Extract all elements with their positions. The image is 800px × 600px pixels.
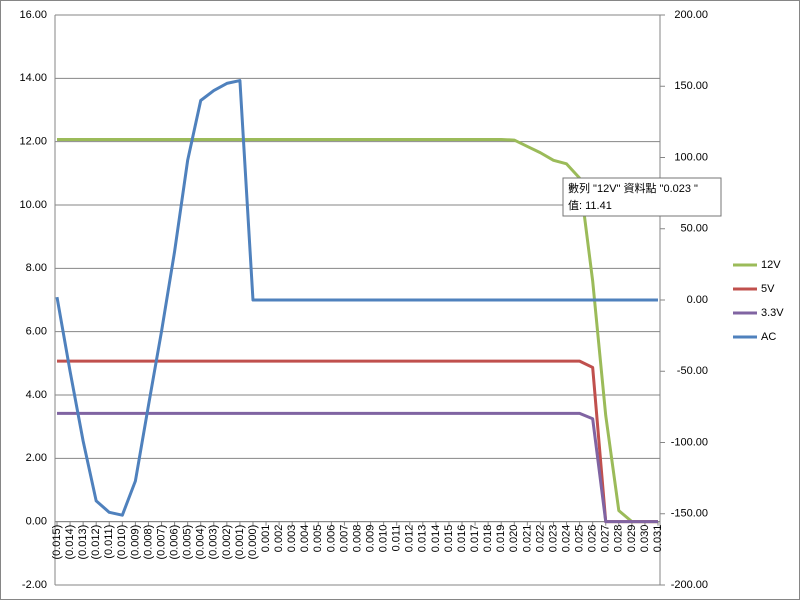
x-tick-label: 0.006: [325, 525, 337, 553]
x-tick-label: (0.013): [77, 525, 89, 560]
x-tick-label: (0.010): [116, 525, 128, 560]
tooltip-text: 數列 "12V" 資料點 "0.023 ": [568, 181, 698, 195]
tooltip-box: [562, 177, 722, 217]
y2-tick-label: -200.00: [671, 579, 708, 591]
x-tick-label: 0.018: [482, 525, 494, 553]
x-tick-label: (0.007): [155, 525, 167, 560]
legend-label: 5V: [761, 283, 775, 295]
x-tick-label: 0.030: [639, 525, 651, 553]
y-tick-label: 6.00: [26, 326, 47, 338]
y-tick-label: 4.00: [26, 389, 47, 401]
y-tick-label: 0.00: [26, 516, 47, 528]
legend-label: 12V: [761, 259, 781, 271]
y2-tick-label: -100.00: [671, 436, 708, 448]
x-tick-label: 0.016: [456, 525, 468, 553]
y-tick-label: 14.00: [19, 72, 47, 84]
series-line: [57, 137, 658, 524]
series-line: [57, 411, 658, 524]
x-tick-label: (0.004): [195, 525, 207, 560]
y-tick-label: 2.00: [26, 452, 47, 464]
x-tick-label: 0.011: [391, 525, 403, 552]
x-tick-label: 0.027: [600, 525, 612, 553]
x-tick-label: 0.002: [273, 525, 285, 553]
x-tick-label: (0.005): [182, 525, 194, 560]
x-tick-label: (0.009): [129, 525, 141, 560]
x-tick-label: 0.021: [521, 525, 533, 553]
x-tick-label: 0.022: [534, 525, 546, 553]
x-tick-label: 0.007: [338, 525, 350, 553]
x-tick-label: 0.004: [299, 525, 311, 553]
x-tick-label: (0.012): [90, 525, 102, 560]
x-tick-label: (0.002): [221, 525, 233, 560]
x-tick-label: 0.029: [626, 525, 638, 553]
y-tick-label: 10.00: [19, 199, 47, 211]
x-tick-label: 0.028: [613, 525, 625, 553]
y2-tick-label: 150.00: [674, 80, 708, 92]
x-tick-label: 0.023: [547, 525, 559, 553]
x-tick-label: 0.012: [404, 525, 416, 553]
x-tick-label: 0.010: [378, 525, 390, 553]
x-tick-label: (0.001): [234, 525, 246, 560]
x-tick-label: 0.025: [574, 525, 586, 553]
x-tick-label: (0.008): [142, 525, 154, 560]
x-tick-label: 0.009: [364, 525, 376, 553]
x-tick-label: 0.031: [652, 525, 664, 553]
x-tick-label: 0.013: [417, 525, 429, 553]
tooltip-text: 值: 11.41: [568, 199, 612, 212]
x-tick-label: 0.019: [495, 525, 507, 553]
y2-tick-label: -150.00: [671, 508, 708, 520]
legend-label: AC: [761, 331, 776, 343]
y2-tick-label: 200.00: [674, 9, 708, 21]
x-tick-label: (0.006): [168, 525, 180, 560]
y2-tick-label: 50.00: [680, 223, 708, 235]
x-tick-label: 0.005: [312, 525, 324, 553]
x-tick-label: 0.017: [469, 525, 481, 553]
x-tick-label: (0.011): [103, 525, 115, 559]
x-tick-label: 0.024: [560, 525, 572, 553]
legend-label: 3.3V: [761, 307, 784, 319]
x-tick-label: (0.003): [208, 525, 220, 560]
y-tick-label: 16.00: [19, 9, 47, 21]
x-tick-label: 0.008: [351, 525, 363, 553]
x-tick-label: (0.000): [247, 525, 259, 560]
x-tick-label: (0.015): [51, 525, 63, 560]
y2-tick-label: 0.00: [687, 294, 708, 306]
x-tick-label: 0.001: [260, 525, 272, 553]
x-tick-label: 0.003: [286, 525, 298, 553]
x-tick-label: 0.026: [587, 525, 599, 553]
x-tick-label: 0.014: [430, 525, 442, 553]
y-tick-label: 8.00: [26, 262, 47, 274]
y2-tick-label: -50.00: [677, 365, 708, 377]
x-tick-label: (0.014): [64, 525, 76, 560]
x-tick-label: 0.020: [508, 525, 520, 553]
x-tick-label: 0.015: [443, 525, 455, 553]
y2-tick-label: 100.00: [674, 151, 708, 163]
y-tick-label: -2.00: [22, 579, 47, 591]
y-tick-label: 12.00: [19, 136, 47, 148]
series-line: [55, 79, 658, 517]
